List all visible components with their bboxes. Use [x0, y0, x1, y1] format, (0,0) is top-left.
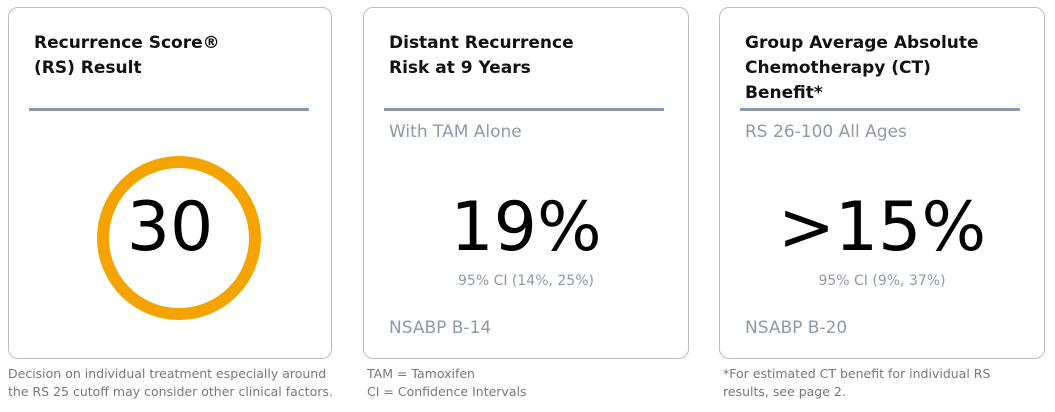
card-ci: 95% CI (14%, 25%)	[458, 273, 594, 289]
footnote: Decision on individual treatment especia…	[8, 366, 327, 381]
divider	[384, 108, 664, 111]
card-title: (RS) Result	[34, 58, 142, 78]
card-ci: 95% CI (9%, 37%)	[818, 273, 946, 289]
ring	[97, 156, 261, 320]
divider	[29, 108, 309, 111]
card-subtitle: RS 26-100 All Ages	[745, 122, 907, 142]
card-title: Risk at 9 Years	[389, 58, 531, 78]
footnote: *For estimated CT benefit for individual…	[723, 366, 991, 381]
card-source: NSABP B-20	[745, 318, 848, 338]
footnote: TAM = Tamoxifen	[367, 366, 475, 381]
card: Distant Recurrence Risk at 9 Years With …	[363, 7, 689, 359]
card-source: NSABP B-14	[389, 318, 492, 338]
card-title: Distant Recurrence	[389, 33, 574, 53]
card: Group Average Absolute Chemotherapy (CT)…	[719, 7, 1045, 359]
card-subtitle: With TAM Alone	[389, 122, 522, 142]
card: Recurrence Score® (RS) Result 30	[8, 7, 332, 359]
card-title: Benefit*	[745, 83, 823, 103]
score-value: 30	[126, 188, 214, 267]
footnote: results, see page 2.	[723, 384, 846, 399]
card-value: >15%	[777, 188, 987, 267]
card-title: Chemotherapy (CT)	[745, 58, 931, 78]
card-title: Recurrence Score®	[34, 33, 220, 53]
card-title: Group Average Absolute	[745, 33, 979, 53]
footnote: the RS 25 cutoff may consider other clin…	[8, 384, 333, 399]
divider	[740, 108, 1020, 111]
score-ring	[97, 156, 261, 320]
card-value: 19%	[450, 188, 602, 267]
footnote: CI = Confidence Intervals	[367, 384, 527, 399]
